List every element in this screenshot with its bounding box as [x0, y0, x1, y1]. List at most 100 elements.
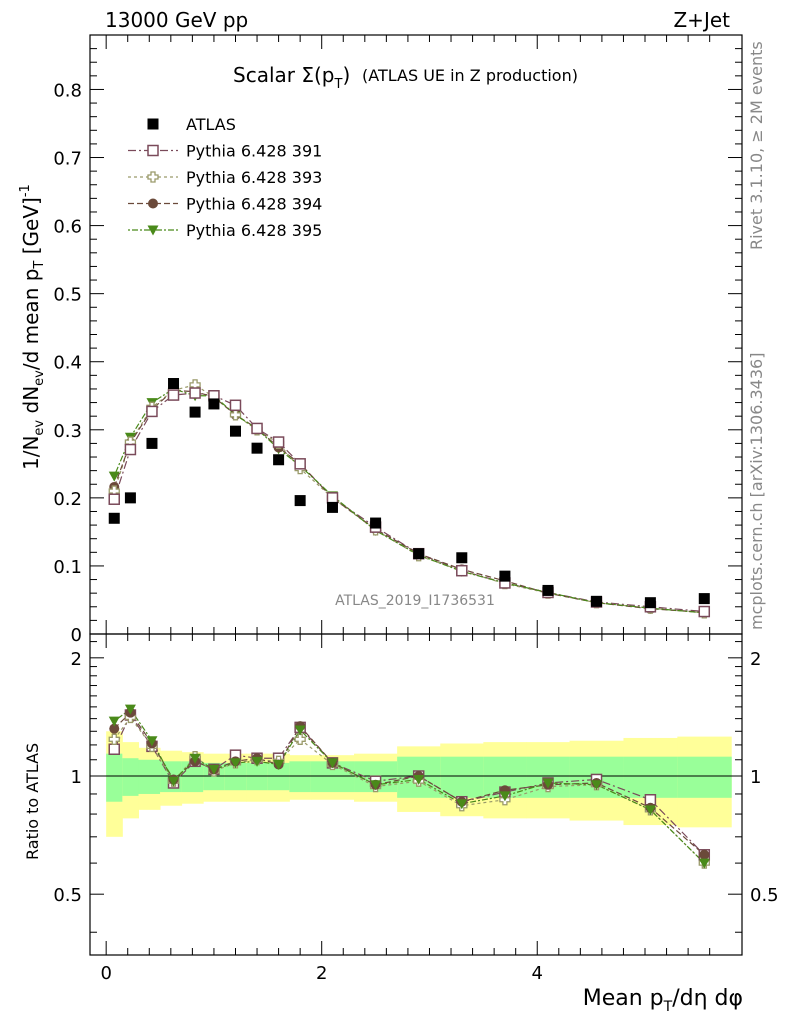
- ratio-ytick-label-right: 0.5: [750, 885, 779, 906]
- header-right: Z+Jet: [673, 8, 730, 32]
- main-line-p394: [113, 389, 705, 613]
- ratio-ylabel: Ratio to ATLAS: [23, 743, 42, 860]
- band-inner: [138, 759, 161, 794]
- band-inner: [267, 762, 290, 791]
- main-ytick-label: 0.1: [53, 557, 82, 578]
- legend-label-p393: Pythia 6.428 393: [186, 168, 322, 187]
- ratio-point-p395: [499, 791, 511, 802]
- xlabel: Mean pT/dη dφ: [583, 986, 743, 1015]
- ratio-ytick-label-right: 2: [750, 649, 761, 670]
- xtick-label: 4: [532, 963, 543, 984]
- legend-marker-atlas: [147, 118, 159, 130]
- side-label-top: Rivet 3.1.10, ≥ 2M events: [747, 41, 766, 250]
- legend-marker-p393: [147, 171, 159, 183]
- band-inner: [181, 761, 204, 793]
- main-point-p391: [251, 422, 263, 435]
- ratio-ytick-label: 0.5: [53, 885, 82, 906]
- legend-label-p394: Pythia 6.428 394: [186, 195, 322, 214]
- band-inner: [106, 753, 123, 802]
- main-ylabel: 1/Nev dNev/d mean pT [GeV]-1: [18, 184, 47, 470]
- main-point-atlas: [124, 492, 136, 504]
- ratio-point-p395: [542, 778, 554, 789]
- main-point-p391: [167, 389, 180, 401]
- ratio-point-p395: [294, 725, 306, 736]
- legend: ATLAS Pythia 6.428 391 Pythia 6.428 393 Pyt…: [128, 115, 322, 240]
- main-line-p391: [113, 392, 705, 613]
- xtick-label: 0: [100, 963, 111, 984]
- main-point-atlas: [644, 597, 656, 609]
- main-point-p391: [146, 405, 158, 418]
- ratio-point-p395: [189, 753, 201, 764]
- ratio-point-p395: [146, 736, 158, 747]
- ratio-ytick-label-right: 1: [750, 767, 761, 788]
- main-point-atlas: [542, 584, 554, 596]
- legend-marker-p394: [148, 198, 158, 209]
- main-ytick-label: 0: [71, 625, 82, 646]
- chart-title-rest: (ATLAS UE in Z production): [362, 66, 578, 85]
- ratio-ytick-label: 2: [71, 649, 82, 670]
- band-inner: [224, 762, 247, 791]
- main-point-atlas: [413, 548, 425, 560]
- band-inner: [677, 756, 732, 798]
- main-ytick-label: 0.7: [53, 149, 82, 170]
- ratio-ytick-label: 1: [71, 767, 82, 788]
- main-point-p391: [108, 493, 120, 505]
- main-point-atlas: [456, 552, 468, 564]
- main-ytick-label: 0.3: [53, 421, 82, 442]
- ratio-point-p395: [208, 764, 220, 775]
- main-ytick-label: 0.6: [53, 217, 82, 238]
- ratio-point-p395: [591, 780, 603, 791]
- legend-marker-p395: [147, 225, 159, 236]
- legend-label-p391: Pythia 6.428 391: [186, 142, 322, 161]
- ratio-point-p394: [109, 723, 120, 734]
- legend-label-atlas: ATLAS: [186, 115, 236, 134]
- ratio-point-p395: [698, 858, 710, 869]
- band-inner: [246, 762, 269, 791]
- ratio-point-p393: [294, 733, 306, 745]
- main-point-p393: [229, 409, 242, 421]
- main-point-p391: [698, 605, 711, 618]
- main-point-atlas: [591, 595, 603, 607]
- chart-title-main: Scalar Σ(p: [233, 63, 334, 87]
- band-inner: [440, 756, 484, 798]
- band-inner: [122, 758, 139, 796]
- main-ytick-label: 0.2: [53, 489, 82, 510]
- ratio-point-p395: [168, 776, 180, 787]
- analysis-watermark: ATLAS_2019_I1736531: [335, 593, 495, 609]
- ratio-point-p395: [413, 774, 425, 785]
- legend-marker-p391: [147, 144, 159, 157]
- main-point-p391: [272, 436, 285, 448]
- main-point-p395: [108, 471, 120, 482]
- main-ytick-label: 0.4: [53, 353, 82, 374]
- band-inner: [623, 756, 678, 798]
- chart-title-close: ): [342, 63, 350, 87]
- ratio-point-p395: [370, 780, 382, 791]
- ratio-point-p391: [108, 743, 120, 755]
- main-point-p391: [294, 458, 306, 470]
- ratio-point-p395: [644, 805, 656, 816]
- main-point-atlas: [208, 398, 220, 410]
- main-point-p391: [124, 443, 137, 456]
- main-point-atlas: [108, 512, 120, 524]
- main-panel: 0 0.1 0.2 0.3 0.4 0.5 0.6 0.7 0.8: [53, 34, 743, 646]
- main-point-atlas: [370, 517, 382, 529]
- main-point-atlas: [698, 593, 710, 605]
- main-point-atlas: [146, 437, 158, 449]
- main-point-atlas: [326, 501, 338, 513]
- ratio-frame: [89, 633, 743, 956]
- main-point-p391: [189, 387, 201, 399]
- main-point-p391: [456, 564, 468, 577]
- ratio-point-p395: [273, 759, 285, 770]
- ratio-point-p395: [326, 758, 338, 769]
- ratio-point-p393: [108, 733, 120, 745]
- band-inner: [289, 761, 312, 793]
- ratio-point-p395: [229, 758, 241, 769]
- ratio-point-p394: [699, 849, 710, 860]
- main-point-atlas: [273, 454, 285, 466]
- main-point-p391: [326, 492, 339, 504]
- main-point-atlas: [499, 570, 511, 582]
- main-point-atlas: [168, 378, 180, 390]
- ratio-point-p395: [124, 704, 136, 715]
- xtick-label: 2: [316, 963, 327, 984]
